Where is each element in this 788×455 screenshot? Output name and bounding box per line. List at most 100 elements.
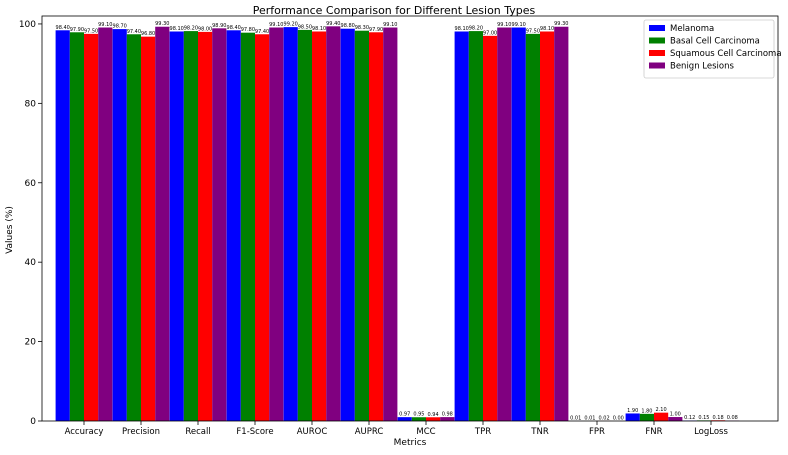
legend: Melanoma Basal Cell Carcinoma Squamous Cel… <box>644 20 782 78</box>
data-label: 0.18 <box>713 415 724 421</box>
data-label: 0.97 <box>399 412 410 418</box>
bar-auroc-1 <box>298 30 312 421</box>
x-tick-label: Precision <box>122 427 160 437</box>
data-label: 97.90 <box>70 27 84 33</box>
y-tick-label: 20 <box>25 338 37 348</box>
bar-recall-1 <box>184 31 198 421</box>
data-label: 98.40 <box>227 25 241 31</box>
bar-auprc-1 <box>355 31 369 421</box>
chart-title: Performance Comparison for Different Les… <box>253 4 536 17</box>
bar-accuracy-1 <box>70 32 84 421</box>
y-tick-label: 60 <box>25 179 37 189</box>
x-tick-label: TPR <box>474 427 491 437</box>
data-label: 98.70 <box>113 24 127 30</box>
data-label: 97.90 <box>369 27 383 33</box>
data-label: 97.50 <box>526 28 540 34</box>
bar-fnr-2 <box>654 413 668 421</box>
data-label: 98.10 <box>312 26 326 32</box>
x-axis-label: Metrics <box>394 438 427 448</box>
bars-layer <box>56 26 740 421</box>
data-label: 99.10 <box>98 22 112 28</box>
x-tick-label: MCC <box>416 427 435 437</box>
data-label: 97.40 <box>127 29 141 35</box>
bar-f1-score-3 <box>269 28 283 421</box>
bar-auprc-2 <box>369 32 383 421</box>
bar-mcc-2 <box>426 417 440 421</box>
data-label: 98.80 <box>341 23 355 29</box>
data-label: 99.20 <box>284 22 298 28</box>
bar-fnr-0 <box>626 413 640 421</box>
legend-label: Squamous Cell Carcinoma <box>670 49 782 59</box>
y-tick-label: 40 <box>25 258 37 268</box>
bar-precision-2 <box>141 37 155 421</box>
bar-tnr-2 <box>540 31 554 421</box>
x-tick-label: FPR <box>589 427 605 437</box>
data-label: 97.50 <box>84 28 98 34</box>
y-tick-label: 0 <box>30 417 36 427</box>
bar-tpr-1 <box>469 31 483 421</box>
bar-recall-0 <box>170 31 184 421</box>
data-label: 98.30 <box>355 25 369 31</box>
data-label: 98.40 <box>56 25 70 31</box>
data-label: 99.40 <box>326 21 340 27</box>
bar-auroc-0 <box>284 27 298 421</box>
data-label: 98.90 <box>212 23 226 29</box>
y-tick-label: 100 <box>19 20 36 30</box>
data-label: 0.15 <box>698 415 709 421</box>
y-tick-label: 80 <box>25 99 37 109</box>
data-label: 0.95 <box>413 412 424 418</box>
data-label: 98.00 <box>198 26 212 32</box>
bar-tnr-3 <box>554 27 568 421</box>
data-label: 98.10 <box>455 26 469 32</box>
legend-swatch <box>649 50 665 56</box>
bar-accuracy-0 <box>56 30 70 421</box>
y-axis-label: Values (%) <box>5 206 15 254</box>
x-tick-label: Accuracy <box>65 427 104 437</box>
bar-fnr-1 <box>640 414 654 421</box>
x-tick-label: LogLoss <box>694 427 728 437</box>
bar-recall-2 <box>198 32 212 421</box>
x-tick-label: AUPRC <box>355 427 384 437</box>
bar-mcc-1 <box>412 417 426 421</box>
bar-tnr-0 <box>512 28 526 421</box>
bar-fnr-3 <box>668 417 682 421</box>
data-label: 0.08 <box>727 415 738 421</box>
data-label: 98.20 <box>469 26 483 32</box>
bar-accuracy-3 <box>98 28 112 421</box>
bar-f1-score-1 <box>241 33 255 421</box>
bar-precision-3 <box>155 27 169 421</box>
bar-auprc-3 <box>383 28 397 421</box>
legend-label: Basal Cell Carcinoma <box>670 37 760 47</box>
data-label: 0.12 <box>684 415 695 421</box>
x-tick-label: AUROC <box>297 427 328 437</box>
legend-swatch <box>649 38 665 44</box>
data-label: 99.10 <box>512 22 526 28</box>
bar-mcc-3 <box>440 417 454 421</box>
data-label: 1.80 <box>641 408 652 414</box>
data-label: 1.00 <box>670 412 681 418</box>
data-label: 98.10 <box>170 26 184 32</box>
data-label: 98.20 <box>184 26 198 32</box>
bar-tnr-1 <box>526 34 540 421</box>
data-label: 97.40 <box>255 29 269 35</box>
bar-f1-score-2 <box>255 34 269 421</box>
data-label: 96.80 <box>141 31 155 37</box>
legend-label: Benign Lesions <box>670 62 734 72</box>
data-label: 99.30 <box>554 21 568 27</box>
data-label: 98.50 <box>298 24 312 30</box>
bar-precision-1 <box>127 34 141 421</box>
bar-auroc-3 <box>326 26 340 421</box>
legend-label: Melanoma <box>670 24 714 34</box>
legend-swatch <box>649 63 665 69</box>
data-label: 0.01 <box>570 415 581 421</box>
data-label: 0.94 <box>428 412 439 418</box>
data-label: 0.98 <box>442 412 453 418</box>
data-label: 99.10 <box>383 22 397 28</box>
bar-auroc-2 <box>312 31 326 421</box>
data-label: 0.02 <box>599 415 610 421</box>
data-label: 2.10 <box>656 407 667 413</box>
data-label: 98.10 <box>540 26 554 32</box>
bar-tpr-3 <box>497 28 511 421</box>
bar-recall-3 <box>212 28 226 421</box>
